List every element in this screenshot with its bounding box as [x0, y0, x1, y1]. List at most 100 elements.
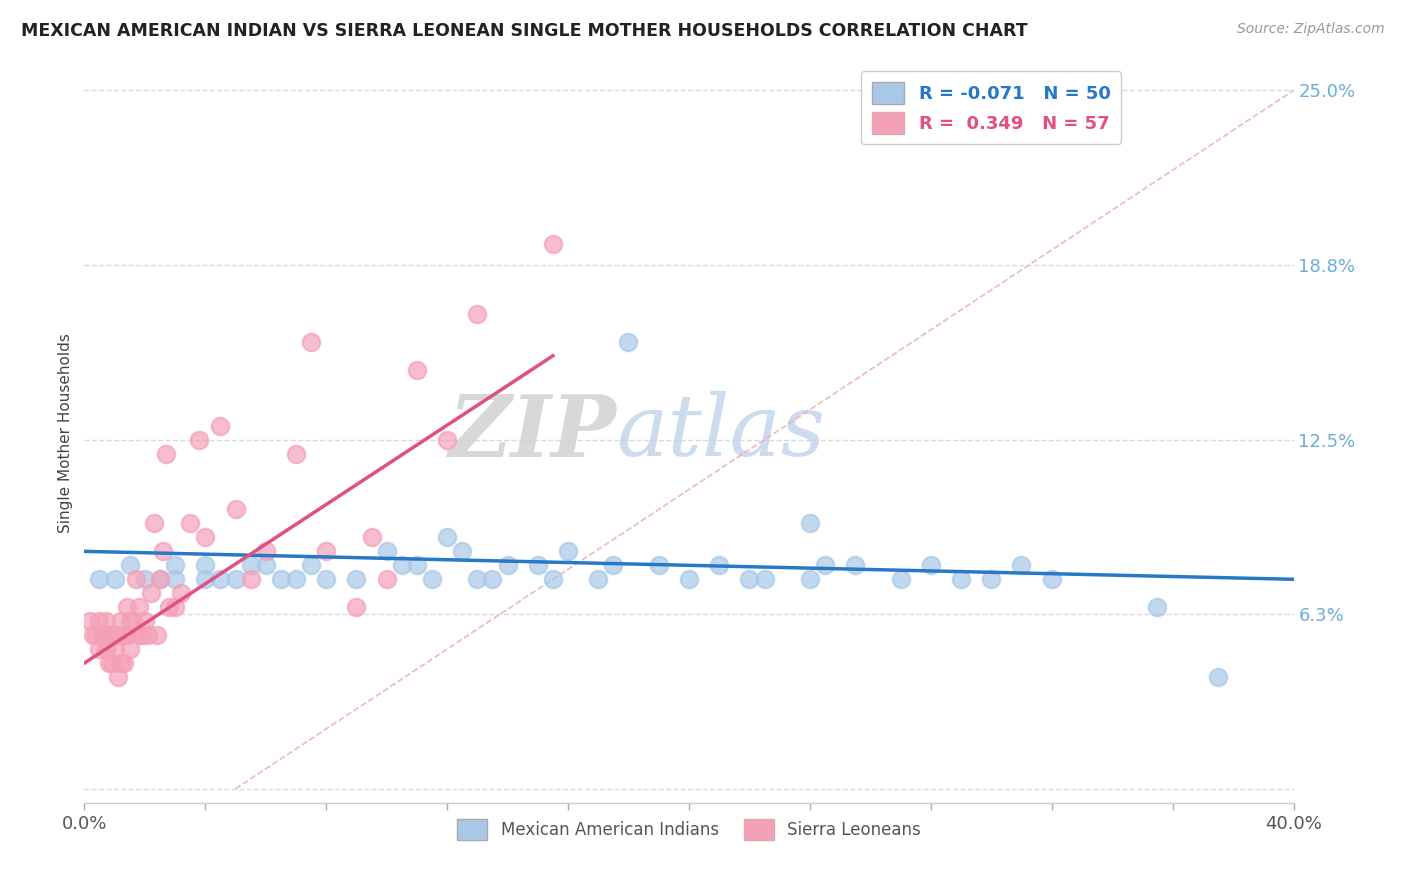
Point [436, 433, 458, 447]
Point [100, 656, 122, 670]
Legend: Mexican American Indians, Sierra Leoneans: Mexican American Indians, Sierra Leonean… [450, 813, 928, 847]
Point [254, 558, 277, 573]
Text: atlas: atlas [616, 392, 825, 474]
Point [496, 558, 519, 573]
Point [285, 572, 308, 586]
Point [118, 642, 141, 657]
Point [239, 572, 262, 586]
Point [112, 628, 135, 642]
Text: Source: ZipAtlas.com: Source: ZipAtlas.com [1237, 22, 1385, 37]
Point [451, 544, 474, 558]
Point [194, 572, 217, 586]
Point [155, 446, 177, 460]
Point [107, 670, 129, 684]
Point [118, 614, 141, 628]
Point [299, 334, 322, 349]
Point [209, 572, 232, 586]
Point [157, 600, 180, 615]
Point [541, 237, 564, 252]
Point [94, 614, 117, 628]
Point [107, 628, 129, 642]
Point [170, 586, 193, 600]
Point [188, 433, 211, 447]
Point [467, 572, 489, 586]
Point [375, 544, 398, 558]
Point [1206, 670, 1229, 684]
Point [104, 572, 127, 586]
Point [128, 600, 150, 615]
Y-axis label: Single Mother Households: Single Mother Households [58, 333, 73, 533]
Point [950, 572, 973, 586]
Point [239, 558, 262, 573]
Point [375, 572, 398, 586]
Point [165, 572, 187, 586]
Point [709, 558, 731, 573]
Point [152, 544, 174, 558]
Point [121, 614, 143, 628]
Point [110, 614, 132, 628]
Point [270, 572, 292, 586]
Point [134, 572, 156, 586]
Point [115, 600, 138, 615]
Point [254, 544, 277, 558]
Point [146, 628, 169, 642]
Point [165, 600, 187, 615]
Point [315, 572, 337, 586]
Point [89, 572, 111, 586]
Point [100, 628, 122, 642]
Point [94, 642, 117, 657]
Point [844, 558, 866, 573]
Point [799, 516, 821, 531]
Point [79, 614, 101, 628]
Point [754, 572, 776, 586]
Point [209, 418, 232, 433]
Point [799, 572, 821, 586]
Point [315, 544, 337, 558]
Point [285, 446, 308, 460]
Point [136, 628, 159, 642]
Point [557, 544, 579, 558]
Point [149, 572, 172, 586]
Point [1146, 600, 1168, 615]
Point [142, 516, 165, 531]
Point [131, 628, 153, 642]
Point [110, 656, 132, 670]
Point [588, 572, 610, 586]
Point [125, 572, 148, 586]
Point [481, 572, 503, 586]
Point [391, 558, 413, 573]
Point [97, 656, 120, 670]
Point [406, 558, 429, 573]
Point [346, 600, 368, 615]
Point [617, 334, 640, 349]
Point [1011, 558, 1033, 573]
Point [346, 572, 368, 586]
Point [82, 628, 104, 642]
Point [467, 307, 489, 321]
Point [890, 572, 912, 586]
Point [541, 572, 564, 586]
Point [678, 572, 700, 586]
Point [225, 502, 247, 516]
Text: ZIP: ZIP [449, 391, 616, 475]
Point [299, 558, 322, 573]
Point [436, 530, 458, 544]
Point [1040, 572, 1063, 586]
Point [149, 572, 172, 586]
Point [225, 572, 247, 586]
Point [134, 614, 156, 628]
Point [814, 558, 837, 573]
Point [920, 558, 942, 573]
Point [406, 363, 429, 377]
Point [980, 572, 1002, 586]
Point [112, 656, 135, 670]
Point [139, 586, 162, 600]
Point [97, 628, 120, 642]
Point [91, 628, 114, 642]
Point [527, 558, 550, 573]
Point [738, 572, 761, 586]
Point [89, 614, 111, 628]
Text: MEXICAN AMERICAN INDIAN VS SIERRA LEONEAN SINGLE MOTHER HOUSEHOLDS CORRELATION C: MEXICAN AMERICAN INDIAN VS SIERRA LEONEA… [21, 22, 1028, 40]
Point [194, 558, 217, 573]
Point [115, 628, 138, 642]
